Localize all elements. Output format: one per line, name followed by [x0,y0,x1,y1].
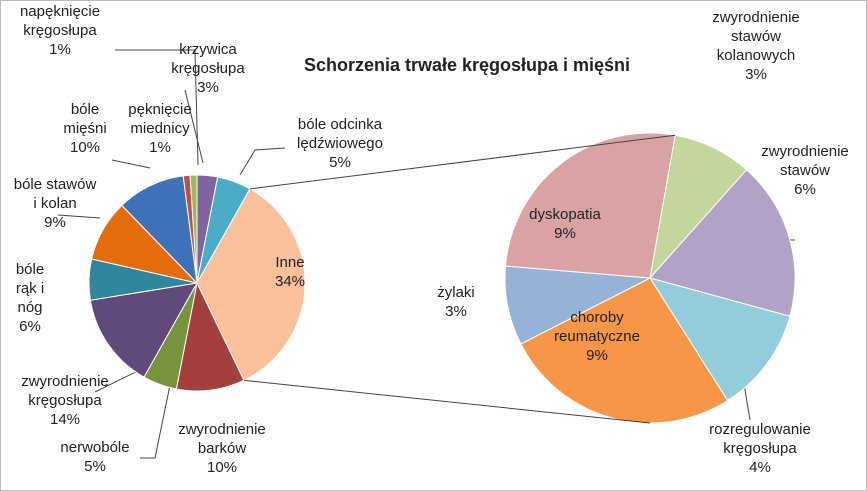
value-label: 10% [69,139,101,156]
value-label: 3% [197,79,219,96]
category-name: bóle rąk i nóg [15,261,45,316]
category-name: zwyrodnienie kręgosłupa [21,373,109,409]
slice-label: zwyrodnienie kręgosłupa 14% [21,372,109,429]
slice-label: zwyrodnienie barków 10% [178,420,266,477]
connector-line [243,379,651,424]
slice-label: napęknięcie kręgosłupa 1% [20,2,100,59]
value-label: 9% [586,347,608,364]
category-name: krzywica kręgosłupa [171,41,245,77]
slice-label: nerwobóle 5% [60,438,129,476]
value-label: 6% [794,181,816,198]
value-label: 5% [329,154,351,171]
pie-slice [649,169,796,317]
slice-label: Inne 34% [275,253,305,291]
slice-label: zwyrodnienie stawów 6% [761,142,849,199]
value-label: 6% [19,318,41,335]
slice-label: choroby reumatyczne 9% [554,308,640,365]
category-name: pęknięcie miednicy [128,101,192,137]
value-label: 1% [149,139,171,156]
slice-label: dyskopatia 9% [529,205,601,243]
connector-line [249,134,676,190]
slice-label: zwyrodnienie stawów kolanowych 3% [712,8,800,84]
category-name: żylaki [437,284,475,301]
value-label: 9% [44,214,66,231]
category-name: Inne [275,254,305,271]
slice-label: bóle odcinka lędźwiowego 5% [297,115,383,172]
category-name: zwyrodnienie barków [178,421,266,457]
value-label: 9% [554,225,576,242]
category-name: dyskopatia [529,206,601,223]
value-label: 14% [49,411,81,428]
value-label: 5% [84,458,106,475]
pie-slice [89,282,198,378]
pie-slice [649,134,748,280]
slice-label: pęknięcie miednicy 1% [128,100,191,157]
value-label: 3% [445,303,467,320]
category-name: bóle mięśni [63,101,107,137]
value-label: 3% [745,66,767,83]
category-name: napęknięcie kręgosłupa [19,3,101,39]
slice-label: bóle stawów i kolan 9% [14,175,97,232]
value-label: 10% [206,459,238,476]
value-label: 4% [749,459,771,476]
category-name: zwyrodnienie stawów kolanowych [712,9,800,64]
category-name: choroby reumatyczne [554,309,640,345]
category-name: nerwobóle [60,439,130,456]
pie-slice [648,277,791,402]
pie-slice [504,132,676,279]
category-name: bóle odcinka lędźwiowego [297,116,383,152]
slice-label: bóle mięśni 10% [63,100,106,157]
chart-title: Schorzenia trwałe kręgosłupa i mięśni [303,55,631,75]
value-label: 1% [49,41,71,58]
slice-label: rozregulowanie kręgosłupa 4% [709,420,811,477]
category-name: bóle stawów i kolan [13,176,97,212]
pie-slice [196,188,306,381]
pie-slice [504,265,652,345]
slice-label: bóle rąk i nóg 6% [16,260,44,336]
category-name: rozregulowanie kręgosłupa [709,421,811,457]
slice-label: krzywica kręgosłupa 3% [171,40,244,97]
category-name: zwyrodnienie stawów [761,143,849,179]
slice-label: żylaki 3% [437,283,475,321]
value-label: 34% [274,273,306,290]
pie-slice [520,277,729,424]
pie-slice [189,174,198,284]
